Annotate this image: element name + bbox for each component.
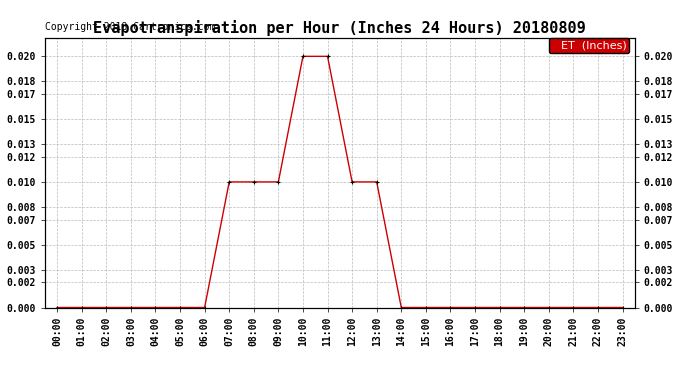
Legend: ET  (Inches): ET (Inches) <box>549 38 629 53</box>
Text: Copyright 2018 Cartronics.com: Copyright 2018 Cartronics.com <box>45 22 215 32</box>
Title: Evapotranspiration per Hour (Inches 24 Hours) 20180809: Evapotranspiration per Hour (Inches 24 H… <box>93 20 586 36</box>
